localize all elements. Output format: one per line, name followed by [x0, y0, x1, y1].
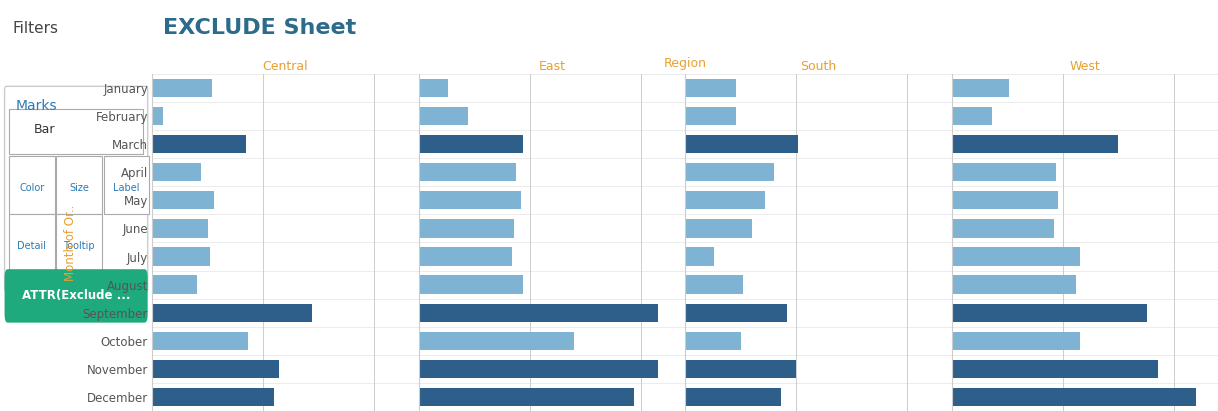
Text: Filters: Filters: [12, 21, 58, 35]
Title: East: East: [538, 60, 565, 73]
Bar: [419, 332, 574, 350]
Bar: [685, 219, 752, 238]
Text: Bar: Bar: [33, 123, 55, 136]
Bar: [152, 107, 163, 125]
Text: Tooltip: Tooltip: [63, 241, 95, 251]
Title: South: South: [800, 60, 837, 73]
FancyBboxPatch shape: [10, 156, 55, 214]
Bar: [951, 79, 1010, 97]
Bar: [152, 191, 214, 210]
Bar: [685, 247, 714, 266]
Bar: [152, 163, 201, 181]
Title: West: West: [1069, 60, 1100, 73]
Bar: [685, 163, 773, 181]
Bar: [152, 332, 247, 350]
Bar: [152, 135, 246, 153]
Text: Detail: Detail: [17, 241, 46, 251]
Bar: [951, 304, 1147, 322]
Bar: [951, 219, 1054, 238]
Bar: [152, 304, 312, 322]
Bar: [951, 332, 1080, 350]
Bar: [419, 219, 514, 238]
Bar: [951, 135, 1118, 153]
Text: ATTR(Exclude ...: ATTR(Exclude ...: [22, 289, 130, 302]
Bar: [685, 332, 741, 350]
Bar: [419, 107, 468, 125]
Bar: [419, 163, 516, 181]
Bar: [152, 275, 196, 294]
FancyBboxPatch shape: [5, 86, 147, 292]
Bar: [152, 388, 274, 406]
Bar: [951, 360, 1158, 378]
Bar: [685, 79, 736, 97]
Text: Marks: Marks: [15, 99, 57, 113]
Bar: [685, 275, 743, 294]
Bar: [685, 360, 797, 378]
Bar: [419, 135, 523, 153]
Bar: [685, 135, 798, 153]
Bar: [685, 388, 781, 406]
Bar: [685, 304, 787, 322]
FancyBboxPatch shape: [56, 156, 102, 214]
Y-axis label: Month of Or..: Month of Or..: [65, 204, 77, 281]
Bar: [419, 275, 523, 294]
Bar: [419, 304, 659, 322]
Bar: [951, 163, 1056, 181]
Bar: [951, 247, 1080, 266]
Bar: [951, 191, 1058, 210]
Bar: [419, 79, 447, 97]
Bar: [951, 107, 991, 125]
Bar: [419, 360, 659, 378]
Bar: [419, 247, 512, 266]
Bar: [152, 219, 208, 238]
FancyBboxPatch shape: [56, 214, 102, 271]
FancyBboxPatch shape: [5, 269, 147, 323]
Bar: [951, 275, 1075, 294]
Bar: [152, 360, 279, 378]
Title: Central: Central: [263, 60, 308, 73]
Text: Color: Color: [19, 183, 45, 193]
FancyBboxPatch shape: [104, 156, 149, 214]
Bar: [152, 247, 209, 266]
Bar: [152, 79, 212, 97]
Bar: [685, 107, 736, 125]
Text: EXCLUDE Sheet: EXCLUDE Sheet: [163, 18, 356, 39]
Bar: [685, 191, 765, 210]
FancyBboxPatch shape: [10, 214, 55, 271]
Bar: [419, 388, 635, 406]
Bar: [419, 191, 521, 210]
Text: Label: Label: [113, 183, 140, 193]
Bar: [951, 388, 1196, 406]
Text: Size: Size: [69, 183, 89, 193]
Text: Region: Region: [664, 57, 706, 70]
FancyBboxPatch shape: [10, 109, 144, 154]
